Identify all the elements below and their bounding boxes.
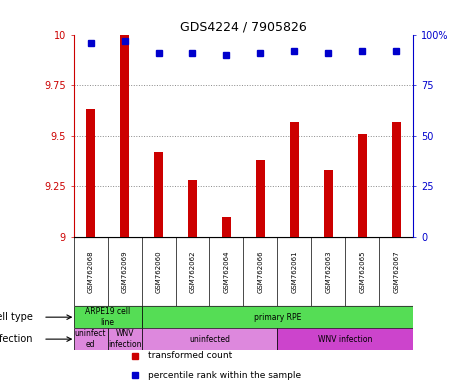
Bar [188,180,197,237]
Bar [142,306,413,328]
Text: GSM762061: GSM762061 [291,250,297,293]
Text: ARPE19 cell
line: ARPE19 cell line [85,308,130,327]
Bar [120,35,129,237]
Text: primary RPE: primary RPE [254,313,301,322]
Bar [142,328,277,350]
Bar [222,217,231,237]
Bar [277,328,413,350]
Text: GSM762062: GSM762062 [190,250,196,293]
Bar [392,122,400,237]
Bar [290,122,299,237]
Text: GSM762068: GSM762068 [87,250,94,293]
Text: GSM762067: GSM762067 [393,250,399,293]
Text: GSM762060: GSM762060 [155,250,162,293]
Text: transformed count: transformed count [148,351,233,360]
Bar [74,328,107,350]
Bar [154,152,163,237]
Bar [324,170,332,237]
Text: GSM762066: GSM762066 [257,250,264,293]
Text: GSM762063: GSM762063 [325,250,332,293]
Text: WNV infection: WNV infection [318,334,372,344]
Title: GDS4224 / 7905826: GDS4224 / 7905826 [180,20,307,33]
Text: uninfect
ed: uninfect ed [75,329,106,349]
Text: infection: infection [0,334,33,344]
Bar [358,134,367,237]
Bar [107,328,142,350]
Text: cell type: cell type [0,312,33,322]
Text: GSM762064: GSM762064 [223,250,229,293]
Bar [86,109,95,237]
Bar [256,160,265,237]
Text: percentile rank within the sample: percentile rank within the sample [148,371,302,379]
Text: WNV
infection: WNV infection [108,329,142,349]
Text: uninfected: uninfected [189,334,230,344]
Text: GSM762065: GSM762065 [359,250,365,293]
Bar [74,306,142,328]
Text: GSM762069: GSM762069 [122,250,128,293]
